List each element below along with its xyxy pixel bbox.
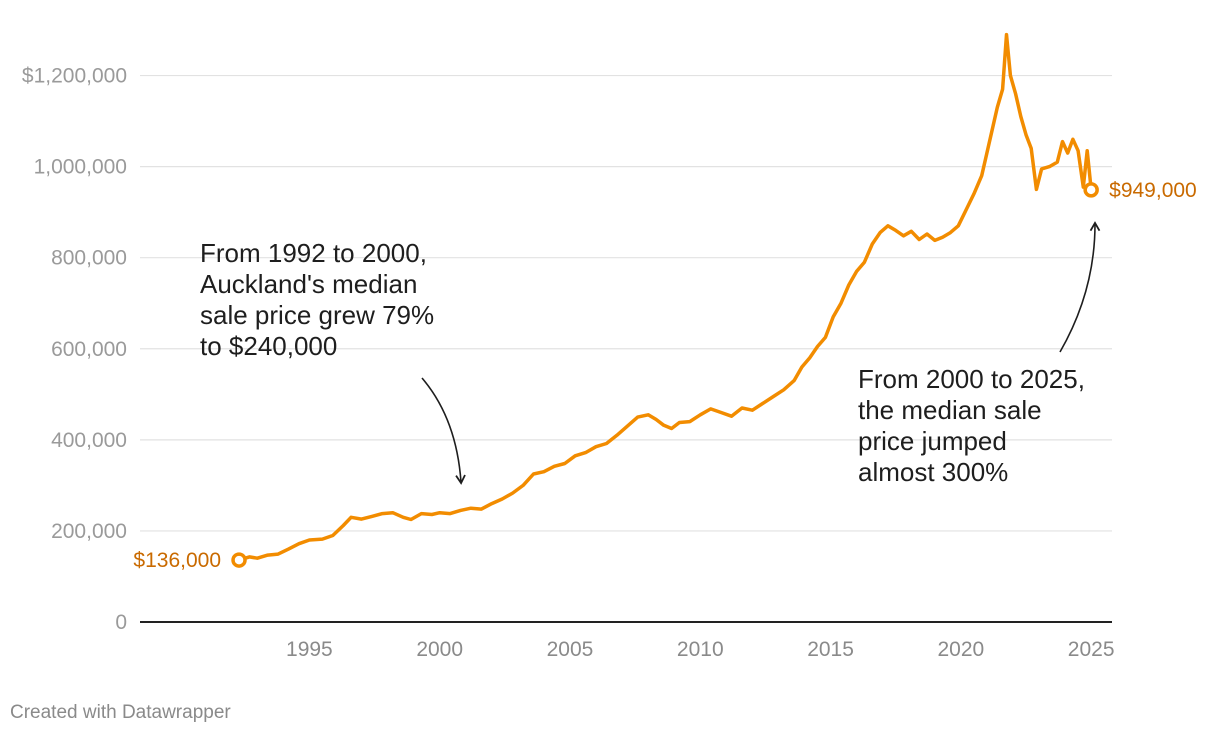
x-tick-label: 2015 — [807, 638, 854, 661]
y-tick-label: 1,000,000 — [34, 156, 127, 179]
y-tick-label: 800,000 — [51, 247, 127, 270]
x-tick-label: 2000 — [416, 638, 463, 661]
x-tick-label: 2010 — [677, 638, 724, 661]
y-tick-label: 0 — [115, 611, 127, 634]
datawrapper-credit: Created with Datawrapper — [10, 702, 231, 723]
y-axis-labels: 0 200,000 400,000 600,000 800,000 1,000,000 $1… — [22, 65, 127, 634]
x-axis-labels: 1995 2000 2005 2010 2015 2020 2025 — [286, 638, 1114, 661]
annotation-arrow-left — [421, 377, 466, 485]
gridlines — [140, 74, 1112, 532]
y-tick-label: 600,000 — [51, 338, 127, 361]
x-tick-label: 2005 — [547, 638, 594, 661]
x-tick-label: 2020 — [937, 638, 984, 661]
endpoint-label: $136,000 — [133, 549, 221, 572]
endpoint-label: $949,000 — [1109, 179, 1197, 202]
y-tick-label: $1,200,000 — [22, 65, 127, 88]
x-tick-label: 2025 — [1068, 638, 1115, 661]
y-tick-label: 400,000 — [51, 429, 127, 452]
annotation-2000-2025: From 2000 to 2025, the median sale price… — [858, 364, 1085, 487]
x-tick-label: 1995 — [286, 638, 333, 661]
annotation-1992-2000: From 1992 to 2000, Auckland's median sal… — [200, 238, 435, 361]
series-line — [237, 32, 1093, 562]
y-tick-label: 200,000 — [51, 520, 127, 543]
endpoint-marker — [1083, 182, 1099, 198]
annotation-arrow-right — [1059, 221, 1101, 353]
endpoint-marker — [231, 552, 247, 568]
endpoint-layer: $136,000 $949,000 — [133, 179, 1196, 572]
series-layer — [237, 32, 1093, 562]
